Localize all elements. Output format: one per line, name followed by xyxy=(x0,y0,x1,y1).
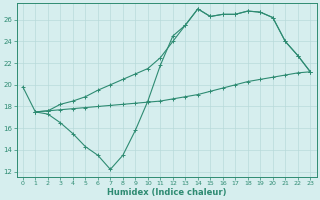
X-axis label: Humidex (Indice chaleur): Humidex (Indice chaleur) xyxy=(107,188,226,197)
